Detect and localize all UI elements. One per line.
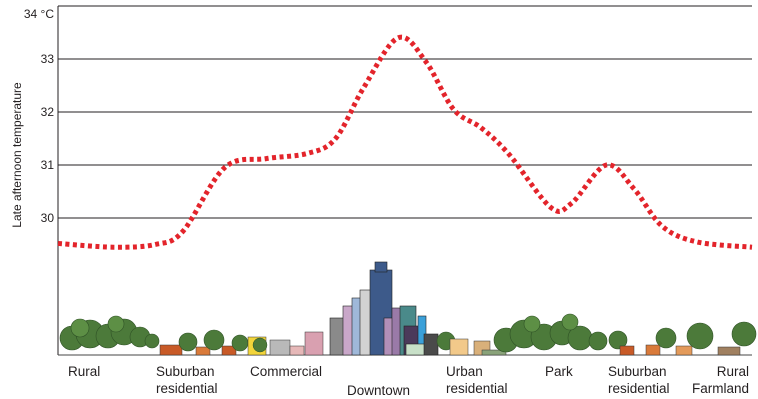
zone-label: Commercial xyxy=(250,364,323,379)
urban-residential-buildings xyxy=(436,331,507,356)
zone-label: Suburban residential xyxy=(156,364,218,396)
y-tick-label: 33 xyxy=(41,52,55,66)
y-tick-labels: 30 31 32 33 34 °C xyxy=(24,7,54,225)
suburban-houses-left xyxy=(159,329,249,356)
zone-label: Downtown xyxy=(347,383,411,398)
y-tick-label: 30 xyxy=(41,211,55,225)
park-trees xyxy=(493,313,608,353)
rural-trees xyxy=(59,315,160,351)
farmland-trees xyxy=(686,321,757,356)
zone-label: Park xyxy=(545,364,573,379)
commercial-buildings xyxy=(247,331,324,356)
y-axis-label: Late afternoon temperature xyxy=(10,82,24,228)
zone-label: Suburban residential xyxy=(608,364,670,396)
city-profile-illustration xyxy=(58,261,757,356)
suburban-houses-right xyxy=(608,327,693,356)
y-tick-label: 34 °C xyxy=(24,7,54,21)
y-tick-label: 31 xyxy=(41,158,55,172)
temperature-line xyxy=(57,34,753,250)
gridlines xyxy=(57,5,752,355)
zone-label: Rural Farmland xyxy=(692,364,750,396)
y-tick-label: 32 xyxy=(41,105,55,119)
downtown-skyline xyxy=(329,261,439,356)
zone-label: Urban residential xyxy=(446,364,508,396)
zone-label: Rural xyxy=(68,364,101,379)
